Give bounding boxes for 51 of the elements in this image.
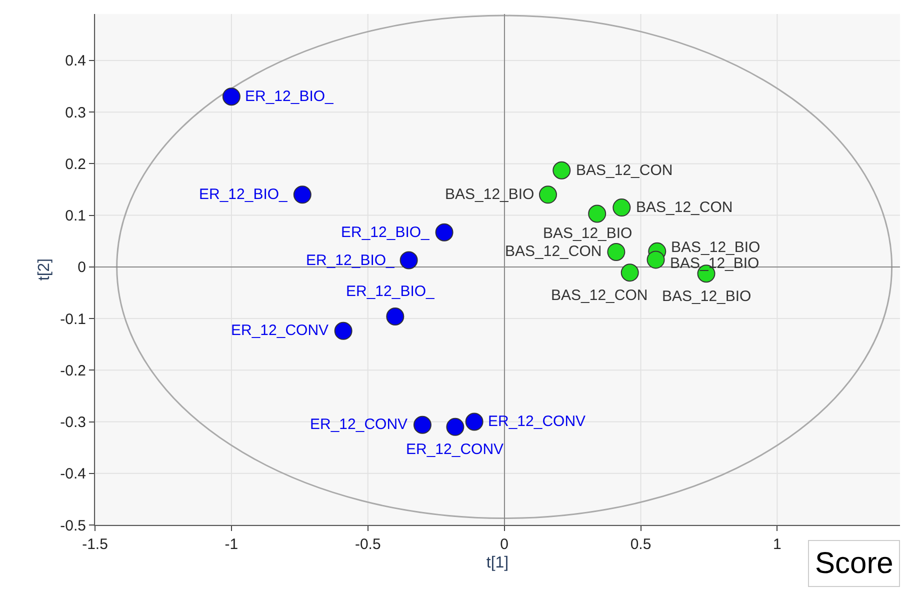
y-tick-label: -0.2 [60,362,86,380]
x-tick-label: 0 [500,536,508,553]
annotation: BAS_12_CON [551,287,648,304]
point [400,251,418,270]
point [538,186,557,204]
annotation: ER_12_BIO_ [306,252,396,269]
annotation: ER_12_CONV [488,413,586,430]
y-tick-label: 0.2 [65,156,86,173]
point [386,307,404,326]
point [293,186,312,204]
x-tick-label: -1 [224,536,238,553]
y-tick-label: 0.4 [65,52,86,70]
y-tick-label: 0.3 [65,104,86,122]
point [446,418,464,436]
annotation: ER_12_CONV [231,322,329,339]
x-axis-title: t[1] [486,554,509,572]
annotation: ER_12_BIO_ [245,88,334,105]
x-tick-label: 0.5 [630,536,652,553]
point [612,198,631,217]
point [465,412,484,431]
y-tick-label: 0 [78,259,86,276]
y-tick-label: -0.5 [60,517,86,534]
y-tick-label: 0.1 [65,208,86,225]
text: Score [815,547,894,580]
y-tick-label: -0.3 [60,414,86,432]
point [620,264,639,282]
point [413,416,432,434]
point [552,161,571,180]
x-tick-label: -0.5 [354,536,381,553]
annotation: BAS_12_BIO [662,288,752,305]
annotation: ER_12_BIO_ [199,186,288,203]
x-tick-label: -1.5 [82,536,108,553]
annotation: BAS_12_CON [576,162,673,179]
x-tick-label: 1 [773,536,782,553]
y-tick-label: -0.1 [60,310,86,328]
annotation: ER_12_BIO_ [346,283,436,300]
point [588,204,606,223]
y-tick-label: -0.4 [60,466,86,483]
point [222,88,240,106]
annotation: BAS_12_CON [505,243,602,260]
y-axis-title: t[2] [36,258,54,281]
annotation: ER_12_CONV [310,416,408,433]
point [334,322,352,340]
annotation: BAS_12_CON [636,199,733,216]
point [646,250,665,269]
annotation: BAS_12_BIO [671,239,760,256]
annotation: BAS_12_BIO [543,225,632,242]
annotation: ER_12_BIO_ [341,224,430,241]
point [607,242,626,261]
point [435,223,454,242]
annotation: ER_12_CONV [406,441,504,458]
